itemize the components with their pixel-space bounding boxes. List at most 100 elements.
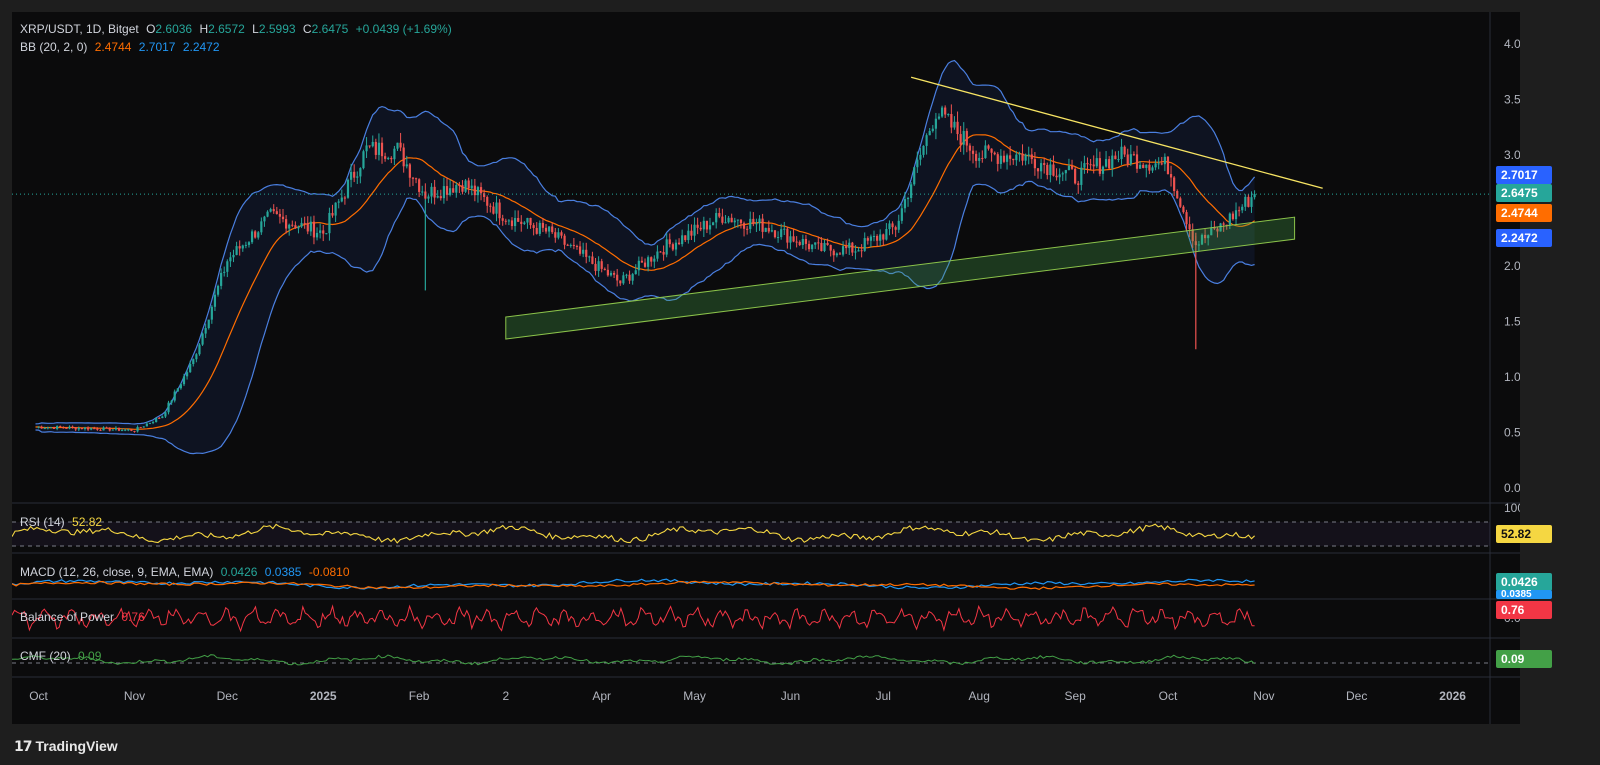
candle-body bbox=[356, 176, 359, 178]
candle-body bbox=[736, 219, 739, 221]
macd-legend[interactable]: MACD (12, 26, close, 9, EMA, EMA) 0.0426… bbox=[20, 565, 354, 579]
candle-body bbox=[801, 238, 804, 246]
macd-line bbox=[11, 578, 1255, 590]
candle-body bbox=[910, 184, 913, 198]
candle-body bbox=[566, 244, 569, 246]
candle-body bbox=[1241, 206, 1244, 211]
rsi-band bbox=[12, 522, 1490, 546]
candle-body bbox=[1228, 213, 1231, 226]
bb-lower-value: 2.2472 bbox=[182, 40, 220, 54]
candle-body bbox=[380, 142, 384, 157]
candle-body bbox=[829, 245, 832, 251]
candle-body bbox=[993, 152, 996, 155]
symbol-legend[interactable]: XRP/USDT, 1D, Bitget O2.6036 H2.6572 L2.… bbox=[20, 22, 456, 36]
candle-body bbox=[204, 328, 207, 334]
candle-body bbox=[121, 430, 124, 432]
candle-body bbox=[390, 157, 393, 160]
candle-body bbox=[247, 242, 251, 245]
candle-body bbox=[1250, 197, 1253, 207]
rsi-value-label: 52.82 bbox=[1496, 525, 1552, 543]
chart-area[interactable]: 4.00003.50003.00002.50002.00001.50001.00… bbox=[11, 12, 1541, 724]
candle-body bbox=[733, 220, 736, 223]
candle-body bbox=[275, 211, 278, 215]
bb-upper-price-label: 2.7017 bbox=[1496, 166, 1552, 184]
candle-body bbox=[418, 179, 421, 192]
candle-body bbox=[1148, 164, 1151, 171]
candle-body bbox=[374, 141, 377, 155]
candle-body bbox=[461, 185, 464, 192]
y-tick-label: 1.5000 bbox=[1504, 315, 1520, 329]
candle-body bbox=[1191, 229, 1194, 242]
candle-body bbox=[492, 206, 495, 214]
candle-body bbox=[869, 236, 873, 241]
candle-body bbox=[421, 191, 424, 193]
candle-body bbox=[1173, 177, 1176, 192]
candle-body bbox=[656, 251, 659, 259]
candle-body bbox=[612, 272, 616, 275]
candle-body bbox=[260, 221, 263, 233]
candle-body bbox=[882, 234, 885, 240]
x-tick-label: 2026 bbox=[1439, 689, 1466, 703]
bop-legend[interactable]: Balance of Power 0.76 bbox=[20, 610, 149, 624]
candle-body bbox=[588, 256, 591, 258]
candle-body bbox=[1197, 244, 1200, 246]
candle-body bbox=[1012, 158, 1015, 161]
candle-body bbox=[1157, 163, 1160, 165]
rsi-legend-value: 52.82 bbox=[72, 515, 103, 529]
candle-body bbox=[448, 188, 452, 195]
candle-body bbox=[189, 364, 192, 373]
candle-body bbox=[609, 272, 613, 276]
macd-signal-value: -0.0810 bbox=[308, 565, 350, 579]
candle-body bbox=[96, 428, 99, 430]
candle-body bbox=[74, 427, 77, 430]
candle-body bbox=[1089, 164, 1092, 166]
candle-body bbox=[916, 159, 919, 168]
candle-body bbox=[532, 225, 535, 228]
candle-body bbox=[548, 226, 551, 232]
candle-body bbox=[603, 268, 606, 270]
candle-body bbox=[872, 236, 876, 238]
candle-body bbox=[900, 208, 903, 221]
bb-legend[interactable]: BB (20, 2, 0) 2.4744 2.7017 2.2472 bbox=[20, 40, 224, 54]
candle-body bbox=[1154, 163, 1157, 168]
candle-body bbox=[968, 145, 972, 151]
candle-body bbox=[151, 422, 155, 424]
candle-body bbox=[538, 222, 541, 234]
candle-body bbox=[1142, 164, 1145, 168]
candle-body bbox=[325, 233, 328, 235]
candle-body bbox=[322, 230, 325, 234]
candle-body bbox=[529, 217, 532, 226]
x-tick-label: Feb bbox=[409, 689, 430, 703]
candle-body bbox=[142, 426, 145, 428]
candle-body bbox=[504, 220, 507, 222]
candle-body bbox=[978, 157, 981, 161]
candle-body bbox=[269, 209, 272, 212]
candle-body bbox=[254, 231, 257, 238]
tradingview-logo[interactable]: 𝟭𝟳 TradingView bbox=[14, 738, 118, 755]
candle-body bbox=[498, 202, 501, 219]
candle-body bbox=[145, 423, 148, 427]
change-value: +0.0439 (+1.69%) bbox=[355, 22, 452, 36]
candle-body bbox=[405, 164, 408, 167]
candle-body bbox=[1052, 164, 1055, 176]
candle-body bbox=[241, 245, 244, 249]
candle-body bbox=[631, 274, 634, 281]
candle-body bbox=[1104, 159, 1108, 167]
candle-body bbox=[557, 232, 560, 238]
symbol-title: XRP/USDT, 1D, Bitget bbox=[20, 22, 139, 36]
candle-body bbox=[235, 246, 238, 255]
candle-body bbox=[433, 186, 436, 198]
cmf-legend[interactable]: CMF (20) 0.09 bbox=[20, 649, 105, 663]
candle-body bbox=[1061, 173, 1064, 175]
candle-body bbox=[578, 246, 582, 254]
candle-body bbox=[458, 184, 461, 186]
rsi-legend[interactable]: RSI (14) 52.82 bbox=[20, 515, 106, 529]
candle-body bbox=[479, 187, 483, 194]
candle-body bbox=[387, 157, 390, 159]
candle-body bbox=[263, 216, 266, 222]
candle-body bbox=[582, 249, 585, 254]
candle-body bbox=[291, 224, 294, 226]
candle-body bbox=[875, 236, 879, 241]
macd-signal-line bbox=[11, 580, 1255, 590]
candle-body bbox=[1135, 154, 1139, 169]
